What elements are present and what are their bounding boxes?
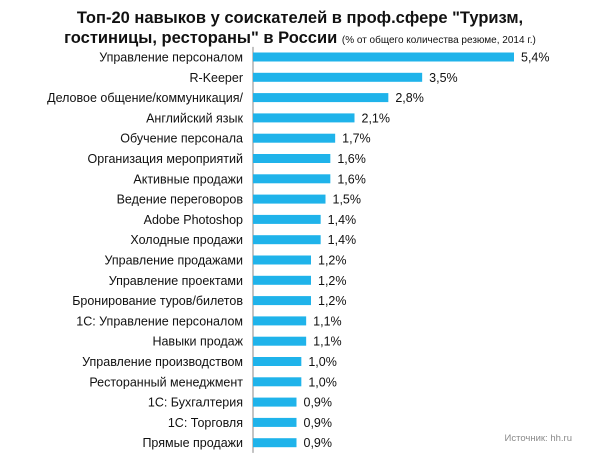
bar [253, 357, 302, 366]
value-label: 1,1% [313, 314, 342, 328]
chart-title: Топ-20 навыков у соискателей в проф.сфер… [0, 8, 600, 51]
value-label: 1,6% [337, 172, 366, 186]
bar [253, 133, 336, 143]
bar [253, 377, 302, 387]
category-label: Активные продажи [133, 172, 243, 186]
bar [253, 316, 307, 326]
bar [253, 113, 355, 123]
value-label: 0,9% [304, 396, 333, 410]
bar [253, 93, 389, 103]
value-label: 1,0% [308, 375, 337, 389]
category-label: Управление производством [82, 355, 243, 369]
bar [253, 397, 297, 407]
value-label: 5,4% [521, 51, 550, 65]
category-label: 1С: Бухгалтерия [148, 396, 243, 410]
title-line-2-main: гостиницы, рестораны" в России [64, 29, 338, 47]
category-label: Организация мероприятий [88, 152, 243, 166]
category-label: Прямые продажи [142, 436, 243, 450]
category-label: Бронирование туров/билетов [72, 294, 243, 308]
bar [253, 194, 326, 204]
value-label: 1,4% [328, 233, 357, 247]
bar [253, 214, 321, 224]
category-label: Ведение переговоров [117, 193, 244, 207]
bar [253, 296, 311, 306]
category-label: Английский язык [146, 111, 243, 125]
category-label: 1С: Управление персоналом [76, 314, 243, 328]
value-label: 1,2% [318, 274, 347, 288]
bar [253, 275, 311, 285]
bar [253, 417, 297, 427]
category-label: R-Keeper [190, 71, 244, 85]
value-label: 1,6% [337, 152, 366, 166]
title-line-1: Топ-20 навыков у соискателей в проф.сфер… [76, 9, 524, 27]
bar [253, 52, 514, 62]
value-label: 1,7% [342, 132, 371, 146]
title-note: (% от общего количества резюме, 2014 г.) [341, 35, 536, 46]
category-label: Adobe Photoshop [144, 213, 243, 227]
category-label: Деловое общение/коммуникация/ [47, 91, 243, 105]
value-label: 1,1% [313, 335, 342, 349]
value-label: 2,8% [395, 91, 424, 105]
category-label: Ресторанный менеджмент [89, 375, 243, 389]
value-label: 1,5% [333, 193, 362, 207]
category-label: Навыки продаж [152, 335, 243, 349]
category-label: Обучение персонала [120, 132, 243, 146]
value-label: 0,9% [304, 436, 333, 450]
value-label: 0,9% [304, 416, 333, 430]
bar [253, 154, 331, 163]
bar [253, 438, 297, 448]
category-label: Управление продажами [105, 254, 244, 268]
bar [253, 235, 321, 245]
bar [253, 72, 423, 82]
category-label: Холодные продажи [130, 233, 243, 247]
value-label: 1,4% [328, 213, 357, 227]
category-label: Управление проектами [109, 274, 243, 288]
category-label: Управление персоналом [99, 51, 243, 65]
value-label: 1,2% [318, 294, 347, 308]
bar [253, 255, 311, 265]
value-label: 1,2% [318, 254, 347, 268]
bars-group: Управление персоналом 5,4% R-Keeper 3,5% Дел… [47, 51, 549, 451]
value-label: 2,1% [362, 111, 391, 125]
value-label: 3,5% [429, 71, 458, 85]
title-line-2: гостиницы, рестораны" в России (% от общ… [0, 28, 600, 51]
source-note: Источник: hh.ru [504, 433, 573, 444]
category-label: 1С: Торговля [168, 416, 243, 430]
bar [253, 336, 307, 346]
value-label: 1,0% [308, 355, 337, 369]
bar [253, 174, 331, 184]
